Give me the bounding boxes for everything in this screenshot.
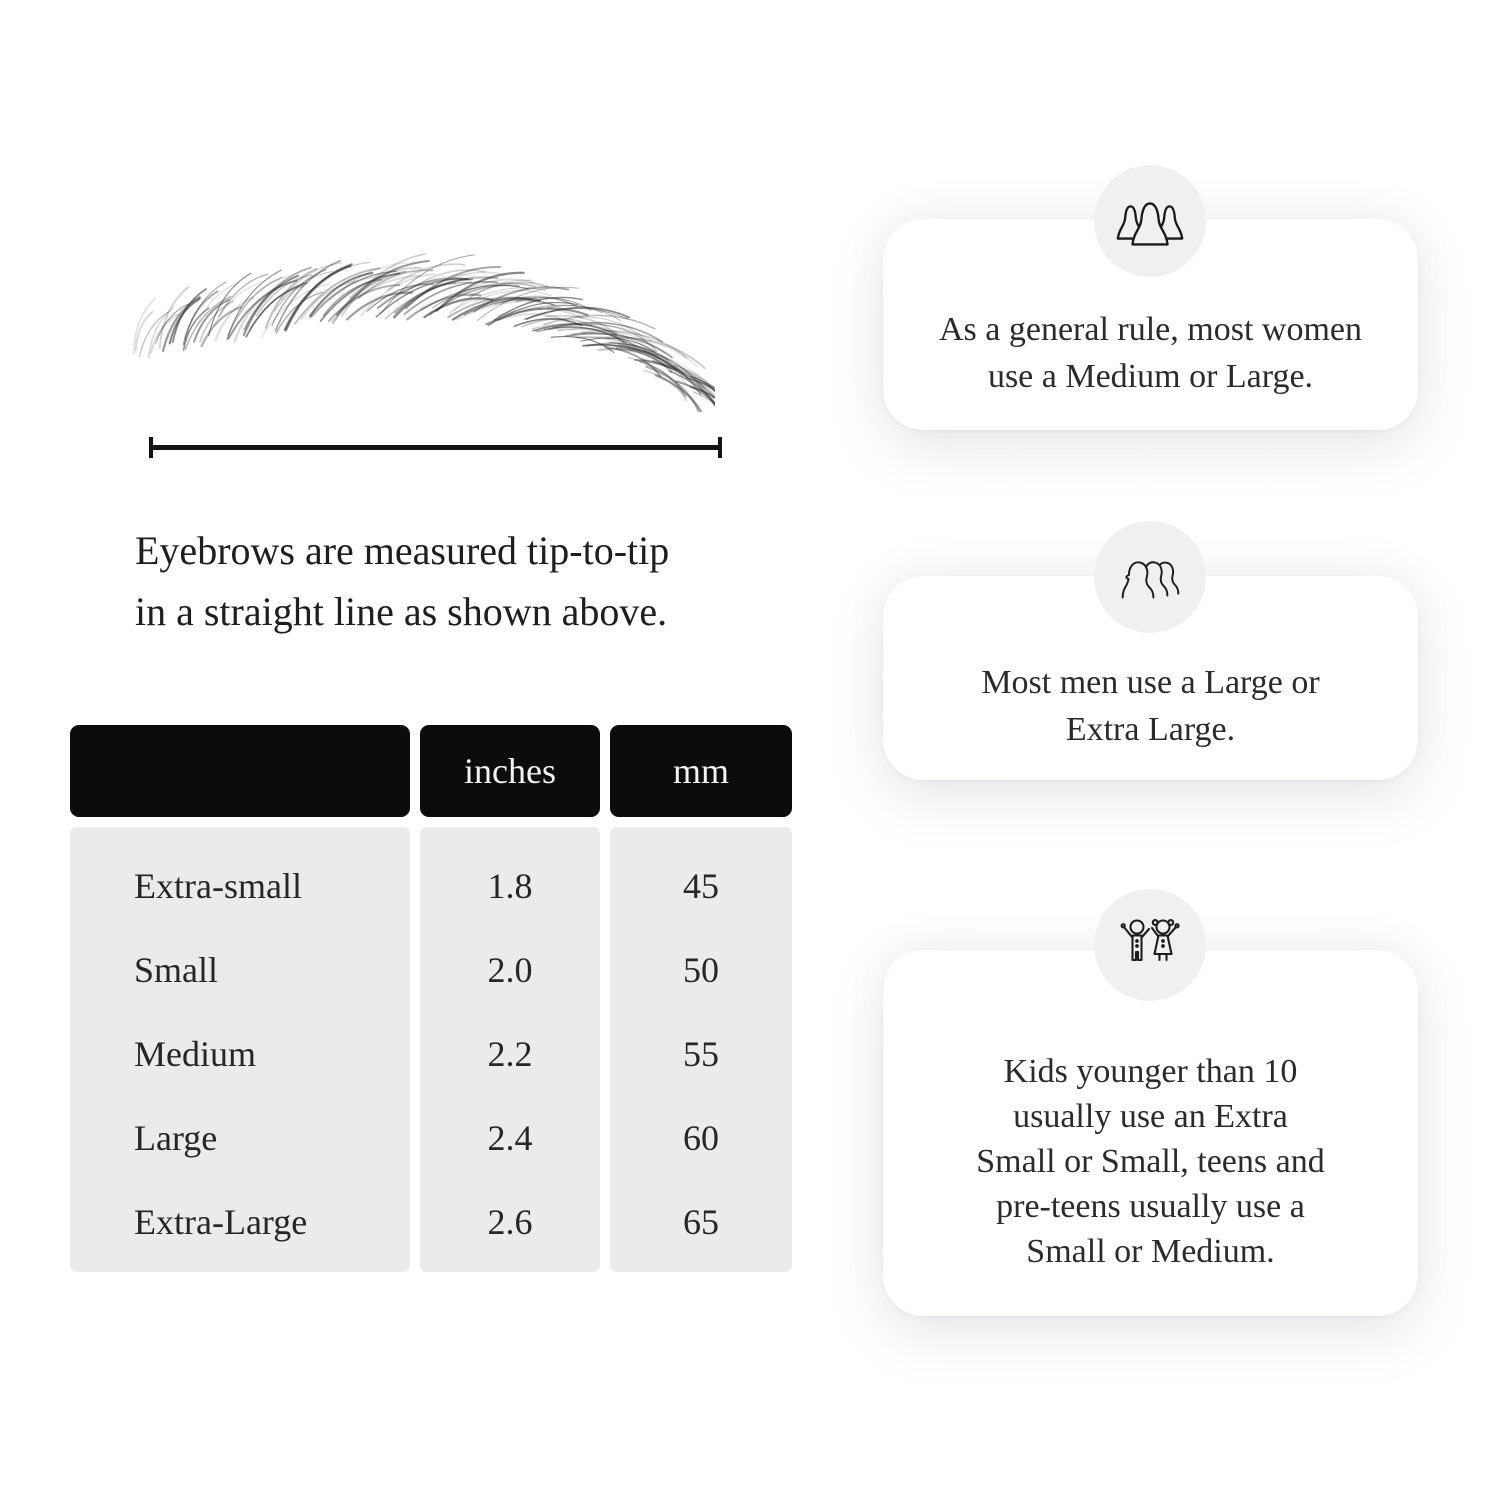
table-cell: Large	[134, 1118, 218, 1158]
icon-circle	[1094, 165, 1206, 277]
measurement-line-right-cap	[718, 437, 722, 458]
table-cell: 45	[683, 866, 719, 906]
kids-icon	[1120, 919, 1180, 962]
card-text-line: Most men use a Large or	[981, 664, 1320, 701]
table-cell: 50	[683, 950, 719, 990]
table-cell: 1.8	[487, 866, 533, 906]
caption-line: Eyebrows are measured tip-to-tip	[135, 528, 670, 573]
caption-line: in a straight line as shown above.	[135, 589, 668, 634]
table-cell: 65	[683, 1202, 719, 1242]
size-table-body: Extra-small Small Medium Large Extra-Lar…	[70, 827, 792, 1272]
icon-circle	[1094, 521, 1206, 633]
card-text-line: use a Medium or Large.	[987, 357, 1314, 395]
size-table: inches mm Extra-small Small Medium Large…	[70, 725, 792, 1272]
size-label-column: Extra-small Small Medium Large Extra-Lar…	[70, 827, 410, 1272]
measurement-line	[150, 445, 722, 450]
card-kids-sizing: Kids younger than 10 usually use an Extr…	[883, 950, 1418, 1316]
table-cell: Extra-small	[134, 866, 302, 906]
table-cell: 2.2	[487, 1034, 533, 1074]
card-text-line: Kids younger than 10	[1003, 1052, 1298, 1090]
header-cell-mm: mm	[610, 725, 792, 817]
mm-column: 45 50 55 60 65	[610, 827, 792, 1272]
card-text-line: Small or Small, teens and	[976, 1142, 1325, 1180]
card-text-line: As a general rule, most women	[939, 310, 1362, 348]
measurement-caption: Eyebrows are measured tip-to-tip in a st…	[135, 520, 669, 642]
table-cell: Medium	[134, 1034, 256, 1074]
card-text-line: Extra Large.	[1065, 711, 1236, 748]
size-table-header: inches mm	[70, 725, 792, 817]
table-cell: Small	[134, 950, 219, 990]
table-cell: 2.6	[487, 1202, 533, 1242]
eyebrow-illustration	[132, 253, 715, 412]
measurement-line-left-cap	[149, 437, 153, 458]
table-cell: Extra-Large	[134, 1202, 308, 1242]
card-text-line: Small or Medium.	[1026, 1232, 1275, 1270]
header-cell-inches: inches	[420, 725, 600, 817]
card-text-line: pre-teens usually use a	[996, 1187, 1305, 1225]
women-group-icon	[1116, 202, 1184, 246]
table-cell: 60	[683, 1118, 719, 1158]
table-cell: 2.4	[487, 1118, 533, 1158]
inches-column: 1.8 2.0 2.2 2.4 2.6	[420, 827, 600, 1272]
table-cell: 2.0	[487, 950, 533, 990]
header-cell-size	[70, 725, 410, 817]
card-text-line: usually use an Extra	[1013, 1097, 1288, 1135]
men-group-icon	[1121, 561, 1180, 599]
table-cell: 55	[683, 1034, 719, 1074]
icon-circle	[1094, 889, 1206, 1001]
